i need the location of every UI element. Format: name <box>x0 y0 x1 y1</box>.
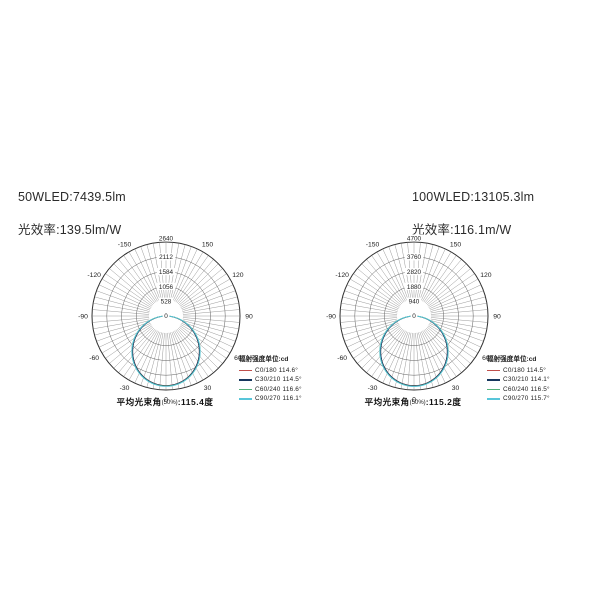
c60-240-line-swatch <box>487 388 500 390</box>
efficacy-label-100w: 光效率:116.1m/W <box>412 223 512 237</box>
legend-row: C60/240 116.5° <box>487 385 573 395</box>
svg-text:0: 0 <box>164 313 168 320</box>
svg-text:940: 940 <box>409 299 420 306</box>
avg-beam-angle-caption-50w: 平均光束角(50%):115.4度 <box>70 396 260 408</box>
legend-label: C0/180 114.5° <box>503 366 547 374</box>
legend-row: C0/180 114.6° <box>239 366 325 376</box>
legend-label: C30/210 114.5° <box>255 376 302 383</box>
caption-percent: (50%) <box>161 400 178 406</box>
legend-label: C90/270 116.1° <box>255 395 302 402</box>
svg-text:-30: -30 <box>120 385 130 392</box>
c0-180-line-swatch <box>239 369 252 371</box>
svg-text:-60: -60 <box>89 355 99 362</box>
svg-text:-120: -120 <box>335 272 349 279</box>
legend-50w: 辐射强度单位:cd C0/180 114.6° C30/210 114.5° C… <box>239 355 325 404</box>
svg-text:90: 90 <box>245 313 253 320</box>
svg-text:4700: 4700 <box>407 235 422 242</box>
svg-text:2640: 2640 <box>159 235 174 242</box>
svg-text:2820: 2820 <box>407 269 422 276</box>
legend-label: C60/240 116.6° <box>255 385 302 393</box>
c90-270-line-swatch <box>487 398 500 400</box>
c90-270-line-swatch <box>239 398 252 400</box>
svg-text:90: 90 <box>493 313 501 320</box>
lamp-output-label-50w: 50WLED:7439.5lm <box>18 190 126 204</box>
legend-row: C30/210 114.5° <box>239 375 325 385</box>
legend-label: C90/270 115.7° <box>503 395 550 402</box>
svg-text:-60: -60 <box>337 355 347 362</box>
svg-text:30: 30 <box>204 385 212 392</box>
svg-text:1880: 1880 <box>407 284 422 291</box>
svg-text:0: 0 <box>412 396 416 403</box>
svg-text:-90: -90 <box>78 313 88 320</box>
caption-percent: (50%) <box>409 400 426 406</box>
caption-value: :115.2度 <box>425 397 462 407</box>
svg-text:-150: -150 <box>366 241 380 248</box>
legend-row: C90/270 115.7° <box>487 394 573 404</box>
svg-text:120: 120 <box>232 272 244 279</box>
legend-label: C0/180 114.6° <box>255 366 299 374</box>
efficacy-label-50w: 光效率:139.5lm/W <box>18 223 122 237</box>
svg-text:60: 60 <box>482 355 490 362</box>
svg-text:30: 30 <box>452 385 460 392</box>
c0-180-line-swatch <box>487 369 500 371</box>
caption-value: :115.4度 <box>177 397 214 407</box>
svg-text:0: 0 <box>164 396 168 403</box>
svg-text:120: 120 <box>480 272 492 279</box>
legend-100w: 辐射强度单位:cd C0/180 114.5° C30/210 114.1° C… <box>487 355 573 404</box>
svg-text:0: 0 <box>412 313 416 320</box>
caption-prefix: 平均光束角 <box>364 397 410 407</box>
svg-text:-120: -120 <box>87 272 101 279</box>
c30-210-line-swatch <box>239 379 252 381</box>
svg-text:60: 60 <box>234 355 242 362</box>
c60-240-line-swatch <box>239 388 252 390</box>
svg-text:-90: -90 <box>326 313 336 320</box>
svg-text:150: 150 <box>202 241 214 248</box>
legend-row: C30/210 114.1° <box>487 375 573 385</box>
avg-beam-angle-caption-100w: 平均光束角(50%):115.2度 <box>318 396 508 408</box>
svg-text:3760: 3760 <box>407 254 422 261</box>
svg-text:-30: -30 <box>368 385 378 392</box>
polar-chart-50w: -150 -120 -90 -60 -30 0 30 60 90 120 150 528 1056 158… <box>78 234 253 403</box>
caption-prefix: 平均光束角 <box>116 397 162 407</box>
svg-text:2112: 2112 <box>159 254 173 261</box>
svg-text:528: 528 <box>161 299 172 306</box>
legend-title: 辐射强度单位:cd <box>239 356 289 363</box>
c30-210-line-swatch <box>487 379 500 381</box>
polar-chart-100w: -150 -120 -90 -60 -30 0 30 60 90 120 150 940 1880 282… <box>326 234 501 403</box>
lamp-output-label-100w: 100WLED:13105.3lm <box>412 190 535 204</box>
svg-text:1056: 1056 <box>159 284 174 291</box>
svg-text:-150: -150 <box>118 241 132 248</box>
legend-label: C30/210 114.1° <box>503 376 550 383</box>
svg-text:1584: 1584 <box>159 269 174 276</box>
legend-title: 辐射强度单位:cd <box>487 356 537 363</box>
legend-row: C60/240 116.6° <box>239 385 325 395</box>
legend-label: C60/240 116.5° <box>503 385 550 393</box>
svg-text:150: 150 <box>450 241 462 248</box>
legend-row: C90/270 116.1° <box>239 394 325 404</box>
legend-row: C0/180 114.5° <box>487 366 573 376</box>
